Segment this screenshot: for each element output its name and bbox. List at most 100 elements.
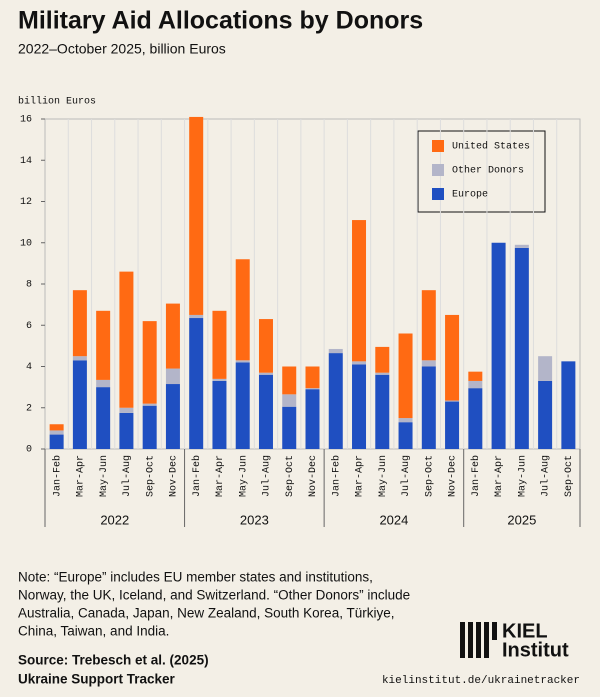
bar-segment	[142, 321, 157, 404]
bar-segment	[49, 430, 64, 435]
x-tick-label: Jul-Aug	[400, 455, 412, 497]
bar-segment	[49, 434, 64, 449]
legend-swatch	[432, 164, 444, 176]
x-tick-label: May-Jun	[238, 455, 249, 497]
y-tick-label: 2	[26, 403, 32, 414]
x-tick-label: Nov-Dec	[169, 455, 180, 497]
bar-segment	[398, 422, 413, 449]
x-tick-label: Jul-Aug	[540, 455, 552, 497]
bar-segment	[352, 364, 367, 449]
bar-segment	[538, 380, 553, 449]
bar-segment	[96, 379, 111, 388]
source: Ukraine Support Tracker	[18, 672, 176, 687]
subtitle: 2022–October 2025, billion Euros	[18, 41, 226, 57]
x-group-label: 2025	[507, 512, 536, 527]
x-tick-label: Mar-Apr	[494, 455, 505, 497]
bar-segment	[189, 116, 204, 315]
bar-segment	[189, 314, 204, 319]
note-line: Australia, Canada, Japan, New Zealand, S…	[18, 606, 394, 621]
bar-segment	[445, 400, 460, 402]
x-tick-label: Mar-Apr	[76, 455, 87, 497]
bar-segment	[72, 360, 87, 449]
bar-segment	[142, 405, 157, 449]
x-group-label: 2022	[100, 512, 129, 527]
logo-text: KIEL	[502, 620, 548, 642]
bar-segment	[468, 371, 483, 381]
bar-segment	[235, 259, 250, 361]
bar-segment	[235, 362, 250, 449]
bar-segment	[305, 388, 320, 390]
bar-segment	[538, 356, 553, 381]
y-tick-label: 16	[20, 115, 32, 126]
x-group-label: 2023	[240, 512, 269, 527]
bar-segment	[352, 220, 367, 362]
bar-segment	[258, 372, 273, 375]
x-tick-label: Sep-Oct	[424, 455, 435, 497]
bar-segment	[282, 406, 297, 449]
bar-segment	[258, 374, 273, 449]
bar-segment	[375, 372, 390, 375]
bar-segment	[165, 368, 180, 385]
x-tick-label: Jan-Feb	[191, 455, 203, 497]
bar-segment	[305, 389, 320, 449]
y-axis-label: billion Euros	[18, 96, 96, 108]
legend-swatch	[432, 140, 444, 152]
bar-segment	[49, 424, 64, 431]
logo-text: Institut	[502, 639, 569, 661]
x-tick-label: May-Jun	[99, 455, 110, 497]
bar-segment	[258, 319, 273, 373]
bar-segment	[212, 380, 227, 449]
chart-title: Military Aid Allocations by Donors	[18, 7, 423, 35]
bar-segment	[375, 346, 390, 373]
bar-segment	[165, 303, 180, 369]
logo-icon	[460, 622, 497, 658]
bar-segment	[398, 333, 413, 419]
bar-segment	[398, 418, 413, 423]
x-tick-label: Nov-Dec	[448, 455, 459, 497]
bar-segment	[212, 378, 227, 381]
bar-segment	[282, 366, 297, 395]
bar-segment	[328, 348, 343, 354]
bar-segment	[468, 380, 483, 389]
note-line: China, Taiwan, and India.	[18, 624, 169, 639]
bar-segment	[165, 384, 180, 449]
bar-segment	[235, 360, 250, 363]
x-tick-label: Jul-Aug	[261, 455, 273, 497]
x-tick-label: Sep-Oct	[564, 455, 575, 497]
bar-segment	[468, 388, 483, 449]
note-line: Norway, the UK, Iceland, and Switzerland…	[18, 588, 410, 603]
bar-segment	[514, 244, 529, 248]
legend-swatch	[432, 188, 444, 200]
x-tick-label: Mar-Apr	[215, 455, 226, 497]
x-tick-label: Sep-Oct	[145, 455, 156, 497]
bar-segment	[352, 361, 367, 365]
y-tick-label: 8	[26, 280, 32, 291]
bar-segment	[421, 366, 436, 449]
legend-label: Europe	[452, 190, 488, 201]
y-tick-label: 0	[26, 445, 32, 456]
bar-segment	[421, 360, 436, 367]
legend-label: Other Donors	[452, 165, 524, 177]
y-tick-label: 4	[26, 362, 32, 373]
bar-segment	[445, 314, 460, 401]
y-tick-label: 14	[20, 156, 32, 167]
x-tick-label: Sep-Oct	[285, 455, 296, 497]
notes: Note: “Europe” includes EU member states…	[18, 570, 410, 639]
y-tick-label: 12	[20, 197, 32, 208]
bar-segment	[421, 290, 436, 361]
x-tick-label: Mar-Apr	[355, 455, 366, 497]
x-tick-label: Jul-Aug	[121, 455, 133, 497]
bar-segment	[514, 247, 529, 449]
bar-segment	[445, 401, 460, 449]
bar-segment	[189, 318, 204, 449]
x-tick-label: Jan-Feb	[330, 455, 342, 497]
x-tick-label: Jan-Feb	[51, 455, 63, 497]
bar-segment	[72, 290, 87, 357]
note-line: Note: “Europe” includes EU member states…	[18, 570, 373, 585]
bar-segment	[491, 242, 506, 449]
x-group-label: 2024	[379, 512, 408, 527]
x-tick-label: Jan-Feb	[470, 455, 482, 497]
bar-segment	[96, 310, 111, 380]
bar-segment	[142, 403, 157, 406]
